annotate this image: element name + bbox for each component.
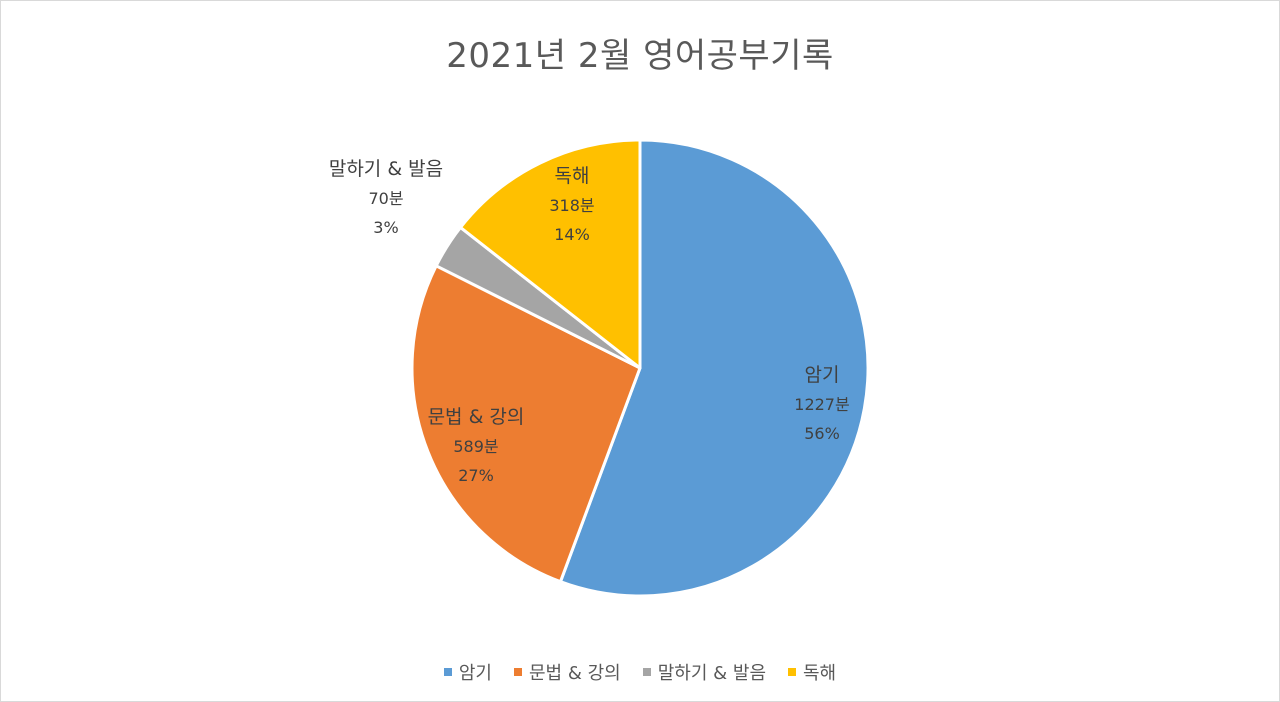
legend-label-3: 말하기 & 발음	[657, 663, 766, 684]
data-label-percent-4: 14%	[554, 225, 590, 244]
legend-item-4: 독해	[788, 659, 836, 685]
data-label-category-1: 암기	[805, 364, 840, 386]
legend-swatch-1	[443, 668, 452, 676]
legend-label-2: 문법 & 강의	[528, 663, 621, 684]
data-label-category-3: 말하기 & 발음	[329, 158, 443, 180]
data-label-percent-1: 56%	[804, 424, 840, 443]
chart-title: 2021년 2월 영어공부기록	[446, 36, 834, 76]
data-label-percent-2: 27%	[458, 466, 494, 485]
pie-slice-4	[458, 138, 642, 370]
legend-swatch-4	[788, 668, 796, 676]
pie-slice-1	[558, 138, 870, 598]
pie-slice-2	[410, 264, 642, 584]
chart-legend: 암기 문법 & 강의 말하기 & 발음 독해	[0, 659, 1280, 685]
data-label-value-3: 70분	[368, 189, 403, 208]
data-label-value-2: 589분	[453, 437, 498, 456]
data-label-value-4: 318분	[549, 196, 594, 215]
legend-label-4: 독해	[803, 663, 837, 684]
legend-item-1: 암기	[443, 659, 492, 685]
legend-item-2: 문법 & 강의	[513, 659, 621, 685]
legend-swatch-2	[513, 668, 522, 676]
data-label-category-4: 독해	[555, 165, 590, 187]
data-label-value-1: 1227분	[794, 395, 849, 414]
legend-item-3: 말하기 & 발음	[642, 659, 766, 685]
legend-label-1: 암기	[458, 663, 492, 684]
data-label-category-2: 문법 & 강의	[428, 406, 525, 428]
legend-swatch-3	[642, 668, 651, 676]
data-label-percent-3: 3%	[373, 218, 398, 237]
